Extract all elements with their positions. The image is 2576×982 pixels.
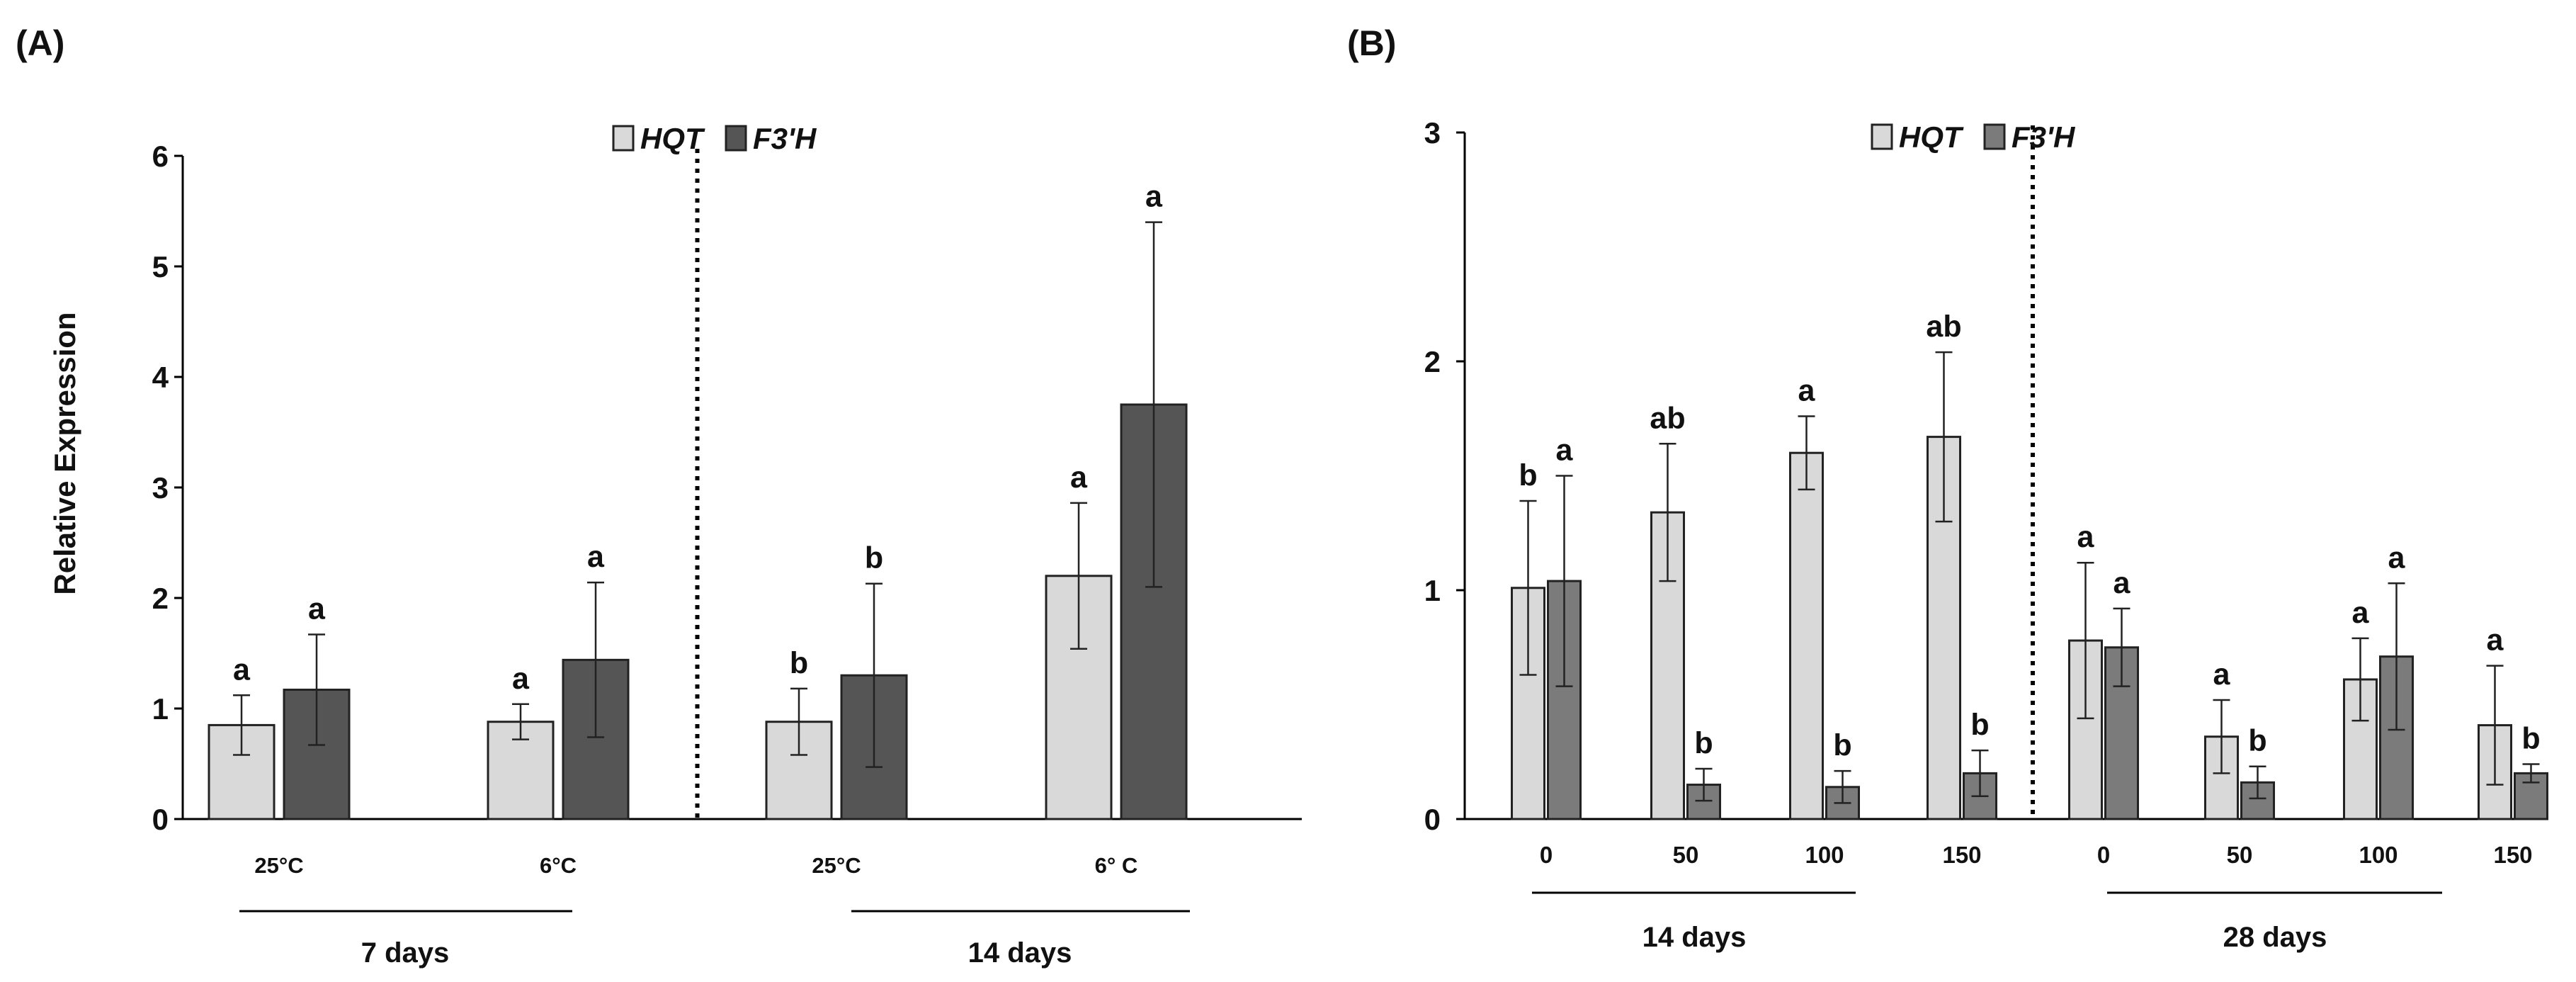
panel-b-legend-label-hqt: HQT bbox=[1899, 120, 1964, 154]
panel-b-x-tick-label: 0 bbox=[1540, 842, 1553, 868]
panel-a-significance-letter-f3h: b bbox=[865, 541, 883, 575]
panel-b-y-tick-label: 2 bbox=[1424, 345, 1441, 378]
panel-b-x-tick-label: 150 bbox=[2493, 842, 2532, 868]
panel-b-group-label: 28 days bbox=[2223, 922, 2327, 953]
panel-b-significance-letter-hqt: ab bbox=[1650, 401, 1685, 435]
panel-b-significance-letter-hqt: a bbox=[2487, 623, 2504, 658]
panel-b-bar-f3h bbox=[1547, 580, 1582, 820]
panel-b-significance-letter-hqt: a bbox=[2213, 658, 2231, 692]
panel-b-significance-letter-hqt: ab bbox=[1926, 310, 1961, 344]
panel-a-significance-letter-hqt: b bbox=[790, 646, 808, 680]
panel-b-significance-letter-hqt: b bbox=[1519, 458, 1537, 492]
panel-a-legend-label-f3h: F3'H bbox=[753, 122, 817, 155]
panel-a-significance-letter-f3h: a bbox=[587, 540, 605, 574]
panel-a-y-tick-label: 6 bbox=[152, 140, 169, 173]
panel-a-label: (A) bbox=[16, 23, 64, 63]
panel-b-x-tick-label: 0 bbox=[2097, 842, 2110, 868]
panel-b-y-tick-label: 0 bbox=[1424, 803, 1441, 836]
panel-a-legend-swatch-f3h bbox=[725, 125, 747, 152]
panel-a-y-tick-label: 3 bbox=[152, 471, 169, 504]
panel-b-x-tick-label: 100 bbox=[2359, 842, 2398, 868]
panel-b-significance-letter-f3h: b bbox=[1970, 708, 1989, 742]
panel-a-y-tick-label: 5 bbox=[152, 250, 169, 283]
panel-a-significance-letter-f3h: a bbox=[308, 592, 326, 626]
panel-b-legend-swatch-hqt bbox=[1871, 123, 1893, 150]
panel-a-y-tick-label: 4 bbox=[152, 361, 169, 394]
panel-a-group-label: 7 days bbox=[361, 937, 450, 969]
panel-a-x-tick-label: 25°C bbox=[812, 853, 861, 878]
panel-a-significance-letter-hqt: a bbox=[512, 662, 530, 696]
panel-b-y-tick-label: 1 bbox=[1424, 574, 1441, 607]
panel-a-significance-letter-hqt: a bbox=[1070, 461, 1088, 495]
panel-b-x-tick-label: 50 bbox=[2227, 842, 2253, 868]
panel-b-y-tick-label: 3 bbox=[1424, 116, 1441, 149]
panel-a-legend-label-hqt: HQT bbox=[640, 122, 705, 156]
panel-a-y-tick-label: 2 bbox=[152, 582, 169, 615]
panel-b-significance-letter-f3h: b bbox=[1694, 726, 1713, 760]
panel-b-significance-letter-f3h: b bbox=[1833, 728, 1851, 762]
panel-a-x-tick-label: 25°C bbox=[254, 853, 303, 878]
panel-b-significance-letter-f3h: b bbox=[2521, 721, 2540, 755]
panel-b-bar-hqt bbox=[1650, 511, 1685, 820]
panel-a-y-axis-title: Relative Expression bbox=[48, 312, 81, 594]
panel-b-significance-letter-hqt: a bbox=[1798, 374, 1816, 408]
panel-b-significance-letter-f3h: a bbox=[2113, 566, 2131, 600]
panel-a-x-tick-label: 6° C bbox=[1095, 853, 1138, 878]
panel-b-legend-swatch-f3h bbox=[1983, 123, 2006, 150]
panel-b-label: (B) bbox=[1347, 23, 1396, 63]
panel-a-x-tick-label: 6°C bbox=[540, 853, 577, 878]
panel-a-significance-letter-hqt: a bbox=[233, 653, 251, 687]
panel-b-significance-letter-hqt: a bbox=[2077, 520, 2095, 554]
panel-b-significance-letter-f3h: a bbox=[2388, 541, 2406, 575]
panel-b-bar-hqt bbox=[1789, 451, 1824, 820]
panel-a-legend-swatch-hqt bbox=[612, 125, 635, 152]
panel-b-legend-label-f3h: F3'H bbox=[2012, 120, 2076, 154]
panel-b-x-tick-label: 150 bbox=[1942, 842, 1981, 868]
panel-a-group-label: 14 days bbox=[968, 937, 1072, 969]
panel-a-y-tick-label: 1 bbox=[152, 692, 169, 726]
panel-b-group-label: 14 days bbox=[1642, 922, 1747, 953]
panel-b-significance-letter-hqt: a bbox=[2352, 596, 2370, 630]
panel-a-y-tick-label: 0 bbox=[152, 803, 169, 836]
panel-b-significance-letter-f3h: b bbox=[2248, 724, 2266, 758]
panel-b-chart: (B) 0123ba0abb50ab100abb150aa0ab50aa100a… bbox=[1347, 23, 2548, 953]
panel-b-x-tick-label: 100 bbox=[1805, 842, 1844, 868]
panel-a-significance-letter-f3h: a bbox=[1145, 180, 1163, 214]
panel-b-bar-f3h bbox=[1686, 784, 1721, 820]
panel-a-chart: (A) Relative Expression 0 1 2 3 4 5 6 a a 25°C a a 6… bbox=[16, 23, 1302, 969]
panel-b-significance-letter-f3h: a bbox=[1556, 434, 1574, 468]
panel-b-x-tick-label: 50 bbox=[1673, 842, 1699, 868]
